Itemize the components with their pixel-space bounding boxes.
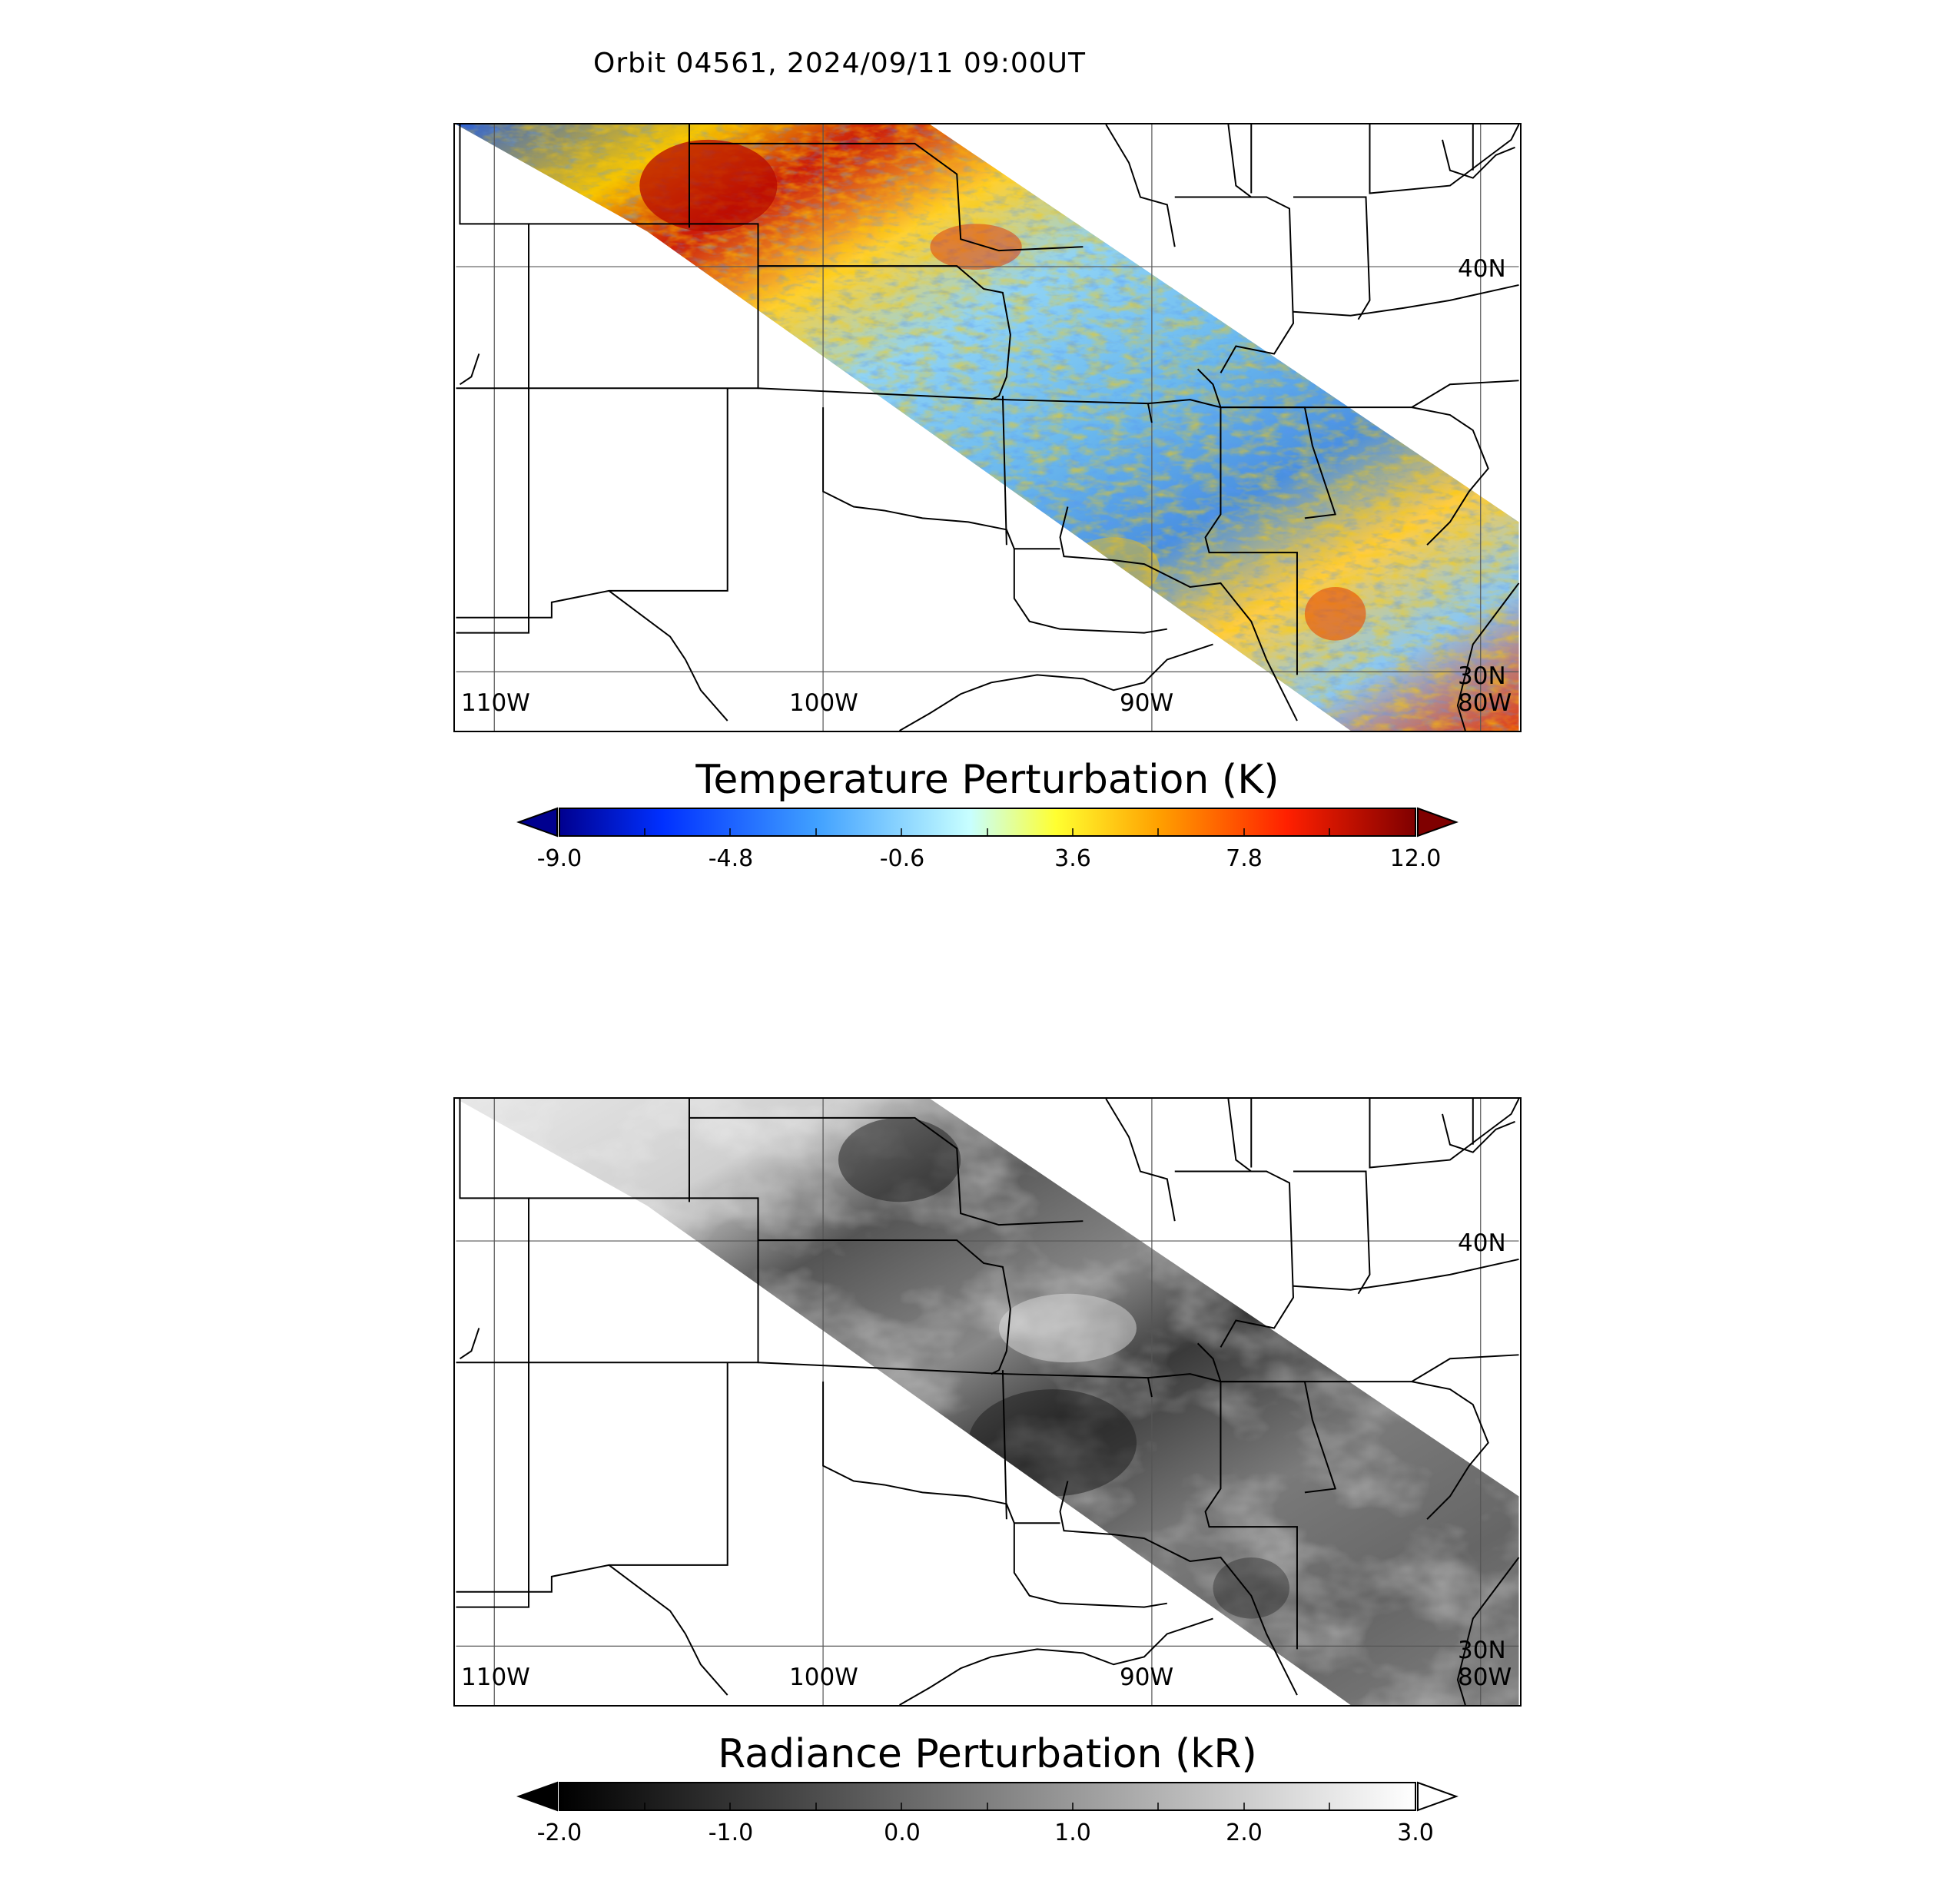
- graticule: [456, 1099, 1519, 1705]
- state-borders: [456, 124, 1520, 731]
- graticule: [456, 124, 1519, 731]
- rad-tick-label: -1.0: [708, 1819, 754, 1846]
- colorbar-extend-high-icon: [1417, 807, 1459, 838]
- rad-tick-label: 1.0: [1054, 1819, 1091, 1846]
- temperature-swath: [456, 124, 1519, 731]
- temp-tick-label: -4.8: [708, 845, 754, 872]
- colorbar-extend-low-icon: [516, 807, 558, 838]
- temp-tick-label: 7.8: [1226, 845, 1263, 872]
- lon-label-100w: 100W: [789, 1664, 858, 1691]
- radiance-swath: [456, 1099, 1519, 1705]
- temp-tick-label: -0.6: [879, 845, 925, 872]
- radiance-map-svg: [456, 1099, 1520, 1705]
- lat-label-30n: 30N: [1458, 1637, 1506, 1664]
- rad-tick-label: 0.0: [884, 1819, 921, 1846]
- temp-tick-label: 3.6: [1054, 845, 1091, 872]
- lon-label-80w: 80W: [1458, 1664, 1512, 1691]
- colorbar-extend-low-icon: [516, 1781, 558, 1812]
- lon-label-100w: 100W: [789, 689, 858, 717]
- lon-label-90w: 90W: [1120, 1664, 1174, 1691]
- rad-tick-label: 3.0: [1397, 1819, 1434, 1846]
- radiance-colorbar-title: Radiance Perturbation (kR): [718, 1731, 1257, 1777]
- temp-tick-label: 12.0: [1389, 845, 1442, 872]
- rad-tick-label: 2.0: [1226, 1819, 1263, 1846]
- lat-label-40n: 40N: [1458, 255, 1506, 283]
- lon-label-110w: 110W: [461, 689, 530, 717]
- lat-label-30n: 30N: [1458, 662, 1506, 690]
- lon-label-90w: 90W: [1120, 689, 1174, 717]
- radiance-map: 110W 100W 90W 80W 40N 30N: [453, 1097, 1522, 1707]
- temperature-colorbar-title: Temperature Perturbation (K): [695, 757, 1279, 803]
- lon-label-80w: 80W: [1458, 689, 1512, 717]
- rad-tick-label: -2.0: [536, 1819, 582, 1846]
- radiance-colorbar: [516, 1781, 1459, 1812]
- plot-title: Orbit 04561, 2024/09/11 09:00UT: [593, 48, 1086, 79]
- lat-label-40n: 40N: [1458, 1229, 1506, 1257]
- temperature-colorbar: [516, 807, 1459, 838]
- state-borders: [456, 1099, 1520, 1705]
- temperature-map: 110W 100W 90W 80W 40N 30N: [453, 123, 1522, 732]
- temp-tick-label: -9.0: [536, 845, 582, 872]
- temperature-map-svg: [456, 124, 1520, 731]
- lon-label-110w: 110W: [461, 1664, 530, 1691]
- colorbar-extend-high-icon: [1417, 1781, 1459, 1812]
